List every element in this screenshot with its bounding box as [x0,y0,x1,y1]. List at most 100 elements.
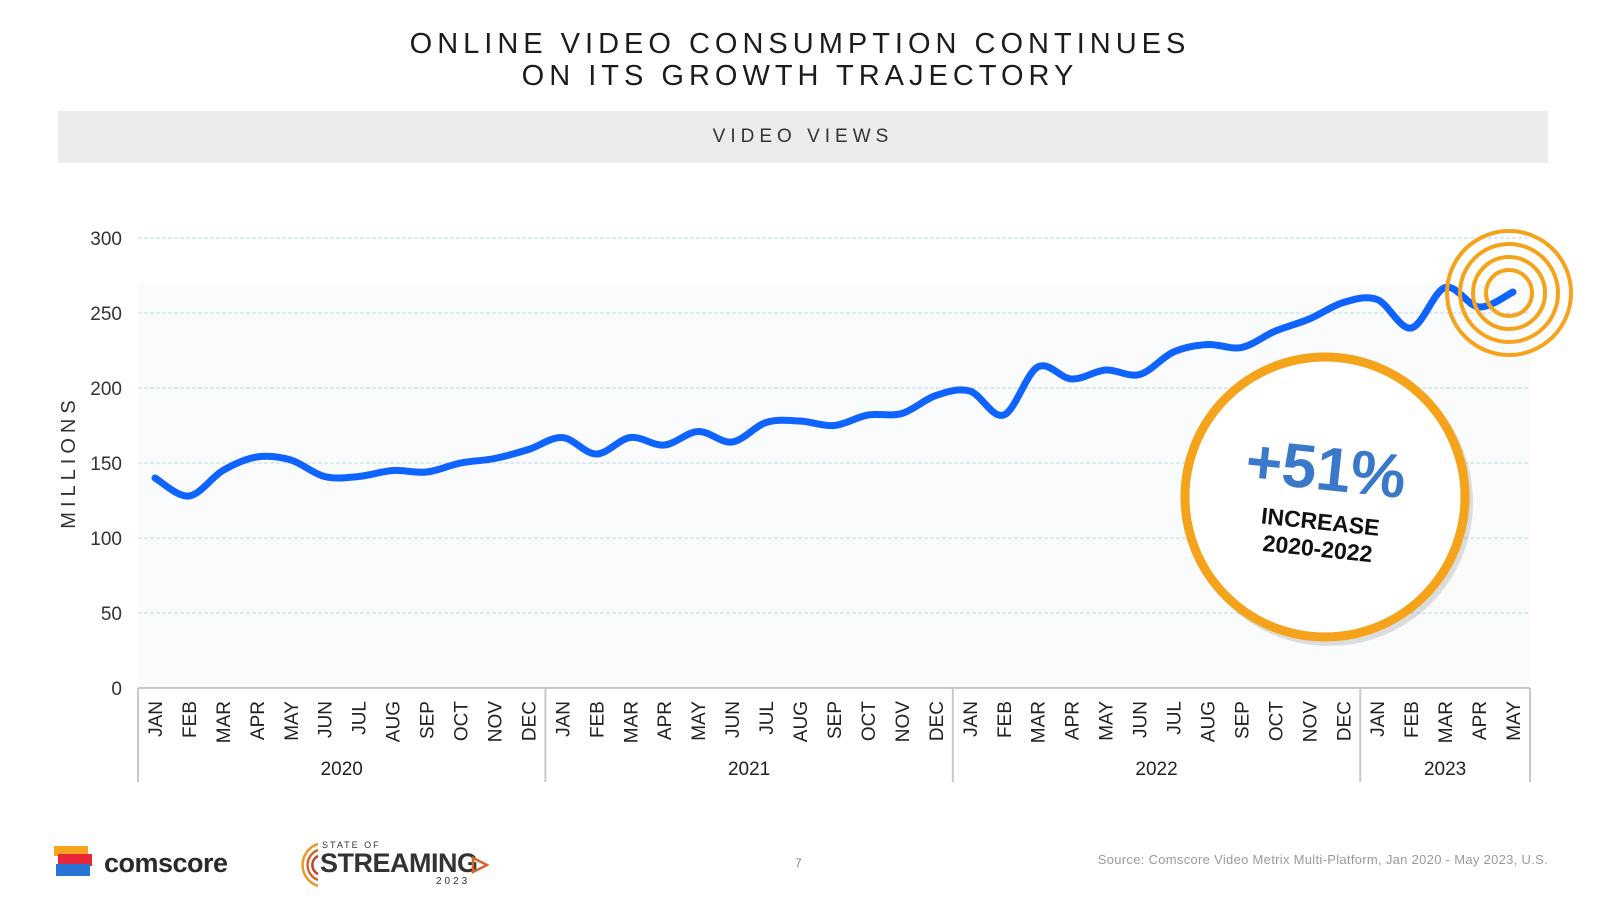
x-tick-month: SEP [418,701,439,739]
x-tick-month: DEC [927,701,948,741]
sos-year: 2023 [436,876,471,887]
data-point [1272,328,1278,334]
x-tick-month: APR [1470,701,1491,740]
x-tick-month: MAR [214,701,235,743]
x-tick-month: JAN [146,701,167,737]
data-point [186,493,192,499]
data-point [1510,289,1516,295]
y-axis-title: MILLIONS [58,395,80,528]
data-point [424,469,430,475]
comscore-logo: comscore [54,846,228,880]
x-tick-month: SEP [825,701,846,739]
play-triangle-icon [471,855,490,875]
x-tick-month: DEC [1334,701,1355,741]
data-point [322,474,328,479]
data-point [899,411,905,416]
x-tick-month: AUG [791,701,812,742]
data-point [1137,372,1143,377]
year-label: 2023 [1424,759,1466,780]
title-line-2: ON ITS GROWTH TRAJECTORY [521,60,1079,92]
x-tick-month: NOV [1300,701,1321,743]
x-tick-month: JAN [1368,701,1389,737]
data-point [356,474,362,479]
x-tick-month: SEP [1232,701,1253,739]
data-point [1408,325,1414,331]
data-point [254,454,260,460]
data-point [1306,316,1312,322]
x-tick-month: DEC [519,701,540,741]
data-point [627,435,633,440]
y-tick-200: 200 [90,379,122,400]
callout-percent: +51% [1243,427,1410,512]
x-tick-month: OCT [1266,701,1287,742]
page-number: 7 [795,856,802,870]
data-point [967,388,973,394]
x-tick-month: JAN [961,701,982,737]
data-point [797,418,803,424]
x-tick-month: JUN [723,701,744,738]
x-tick-month: MAY [1097,701,1118,741]
data-point [288,457,294,463]
x-tick-month: MAY [282,701,303,741]
data-point [933,393,939,398]
x-tick-month: AUG [1198,701,1219,742]
target-ring [1471,255,1548,331]
y-tick-150: 150 [90,454,122,475]
x-tick-month: FEB [1402,701,1423,738]
data-point [152,475,158,481]
x-tick-month: MAR [1436,701,1457,743]
y-tick-300: 300 [90,229,122,250]
y-tick-100: 100 [90,529,122,550]
sos-streaming: STREAMING [320,848,478,878]
data-point [695,429,701,434]
data-point [220,468,226,473]
data-point [1069,376,1075,382]
x-tick-month: JUN [316,701,337,738]
comscore-flag-icon [54,846,92,876]
x-tick-month: FEB [180,701,201,738]
streaming-arcs-icon [301,842,319,888]
x-tick-month: MAY [1504,701,1525,741]
data-point [865,412,871,418]
x-tick-month: MAR [1029,701,1050,743]
year-label: 2020 [321,759,363,780]
year-label: 2021 [728,759,770,780]
target-ring [1458,242,1561,344]
data-point [1035,364,1041,370]
x-tick-month: JUL [350,701,371,735]
x-tick-month: APR [248,701,269,740]
x-tick-month: APR [1063,701,1084,740]
x-tick-month: FEB [995,701,1016,738]
x-tick-month: JUL [1165,701,1186,735]
data-point [1171,349,1177,355]
data-point [831,423,837,428]
data-point [729,439,735,445]
data-point [525,447,531,452]
x-tick-month: AUG [384,701,405,742]
data-point [593,451,599,457]
y-tick-250: 250 [90,304,122,325]
x-tick-month: JUN [1131,701,1152,738]
data-point [1238,345,1244,350]
target-ring [1445,229,1574,357]
title-line-1: ONLINE VIDEO CONSUMPTION CONTINUES [409,28,1191,60]
x-tick-month: MAR [621,701,642,743]
source-note: Source: Comscore Video Metrix Multi-Plat… [1097,852,1548,867]
x-tick-month: JAN [553,701,574,737]
data-point [661,442,667,448]
y-tick-50: 50 [101,604,122,625]
x-tick-month: APR [655,701,676,740]
x-tick-month: OCT [859,701,880,742]
x-tick-month: NOV [485,701,506,743]
x-tick-month: FEB [587,701,608,738]
data-point [1374,297,1380,302]
comscore-wordmark: comscore [104,847,228,878]
chart-banner: VIDEO VIEWS [58,111,1548,163]
data-point [1103,367,1109,373]
data-point [1204,342,1210,347]
x-tick-month: MAY [689,701,710,741]
data-point [390,468,396,473]
x-tick-month: JUL [757,701,778,735]
target-ring [1484,268,1535,318]
